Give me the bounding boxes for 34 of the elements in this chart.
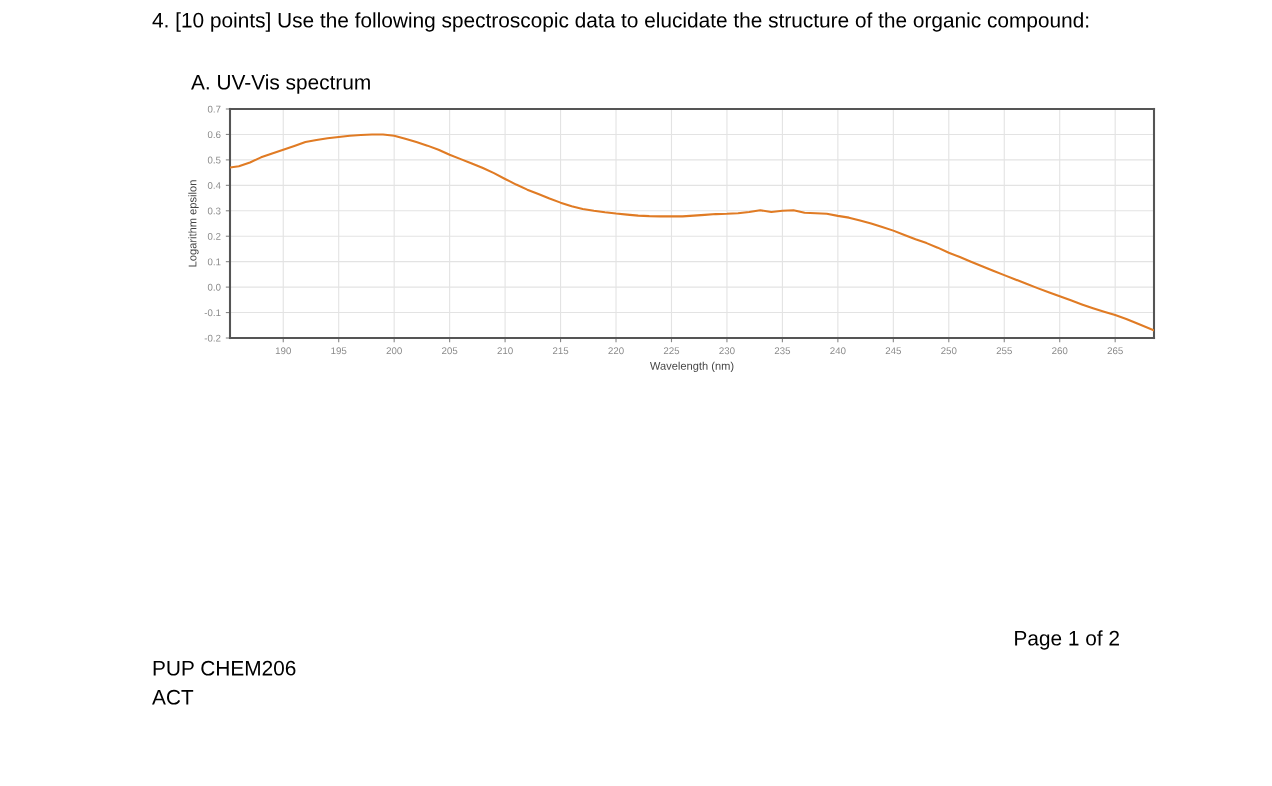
x-tick-label: 225 xyxy=(663,347,680,355)
y-tick-label: 0.0 xyxy=(207,283,221,291)
y-tick-label: 0.4 xyxy=(207,182,221,189)
y-tick-label: 0.1 xyxy=(207,258,221,266)
text: PUP CHEM206 xyxy=(153,660,296,676)
x-tick-label: 200 xyxy=(386,347,402,355)
x-tick-label: 220 xyxy=(608,347,624,355)
x-tick-label: 215 xyxy=(552,347,569,355)
x-tick-label: 245 xyxy=(885,347,902,355)
y-tick-label: 0.3 xyxy=(207,207,221,215)
y-axis-title: Logarithm epsilon xyxy=(188,180,199,267)
y-tick-label: 0.7 xyxy=(207,105,221,113)
line-series xyxy=(230,133,1154,332)
x-tick-label: 235 xyxy=(774,347,791,355)
y-tick-label: -0.2 xyxy=(204,334,221,342)
x-tick-label: 190 xyxy=(275,347,291,355)
x-tick-label: 195 xyxy=(331,347,347,355)
x-tick-label: 240 xyxy=(830,347,846,355)
y-tick-label: -0.1 xyxy=(204,309,221,317)
y-tick-label: 0.6 xyxy=(207,131,221,139)
x-tick-label: 260 xyxy=(1052,347,1068,355)
chart-title: 4. [10 points] Use the following spectroscopic data to elucidate the structure of the organic compound: xyxy=(152,12,1089,32)
y-tick-label: 0.2 xyxy=(207,232,221,240)
text: Page 1 of 2 xyxy=(1015,630,1119,650)
x-tick-label: 250 xyxy=(941,347,957,355)
x-tick-label: 210 xyxy=(497,347,513,355)
text: ACT xyxy=(152,689,194,705)
x-axis-title: Wavelength (nm) xyxy=(649,361,734,372)
x-tick-label: 205 xyxy=(442,347,458,355)
chart-subtitle: A. UV-Vis spectrum xyxy=(191,74,370,94)
x-tick-label: 265 xyxy=(1107,347,1123,355)
x-tick-label: 230 xyxy=(719,347,735,355)
x-tick-label: 255 xyxy=(996,347,1012,355)
y-tick-label: 0.5 xyxy=(207,156,221,164)
